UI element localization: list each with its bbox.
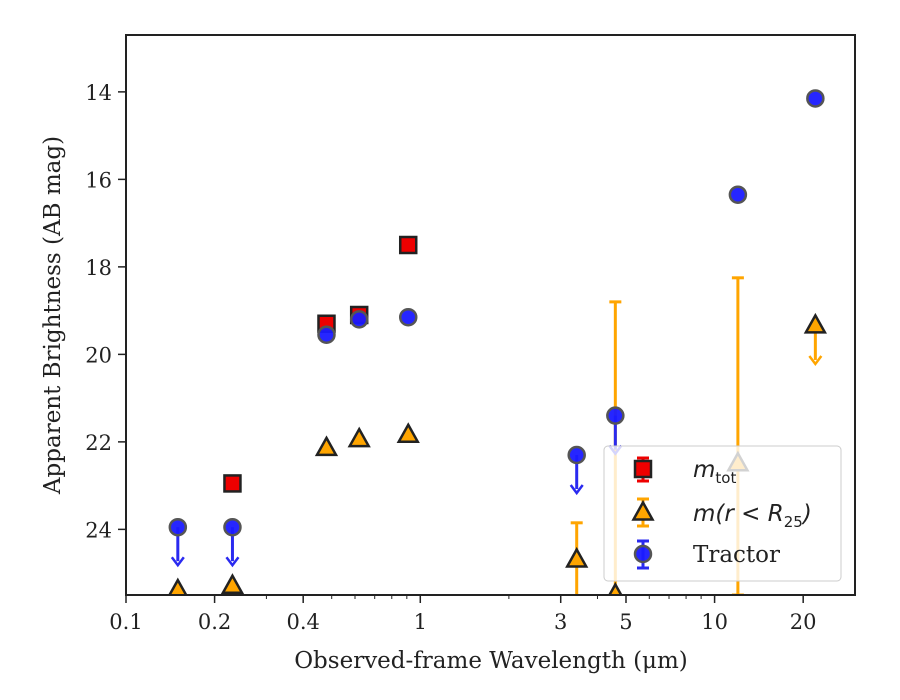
triangle-point-8: [803, 312, 827, 334]
x-tick-label-4: 3: [554, 610, 567, 634]
plot-frame: [125, 34, 856, 596]
triangle-point-2: [314, 435, 339, 457]
x-tick-label-7: 20: [790, 610, 817, 634]
y-tick-label-4: 22: [85, 431, 112, 455]
triangle-point-5: [565, 546, 589, 568]
triangle-point-1: [220, 573, 245, 594]
legend-box: [603, 445, 842, 582]
y-tick-label-5: 24: [85, 518, 112, 542]
legend-label-mtot: mtot: [693, 457, 736, 487]
square-point-3: [398, 235, 418, 255]
y-tick-label-0: 14: [85, 81, 112, 105]
x-tick-label-6: 10: [701, 610, 728, 634]
circle-point-7: [728, 185, 748, 204]
circle-point-0: [168, 517, 188, 537]
circle-point-8: [806, 89, 825, 108]
triangle-point-3: [347, 426, 371, 448]
circle-point-1: [223, 517, 242, 537]
y-tick-label-1: 16: [85, 168, 112, 192]
x-tick-label-0: 0.1: [109, 610, 142, 634]
legend-tractor-marker: [633, 544, 653, 564]
y-tick-label-3: 20: [85, 343, 112, 367]
y-tick-label-2: 18: [85, 256, 112, 280]
x-axis-label: Observed-frame Wavelength (μm): [294, 648, 688, 674]
legend-label-mr25: m(r < R25): [693, 501, 812, 531]
circle-point-4: [398, 307, 418, 327]
x-tick-label-3: 1: [414, 610, 427, 634]
triangle-point-4: [396, 422, 420, 444]
circle-point-2: [317, 325, 336, 344]
triangle-upper-limit-arrow-0: [176, 590, 180, 595]
legend-mtot-marker: [633, 459, 653, 479]
x-tick-label-1: 0.2: [198, 610, 231, 634]
circle-point-5: [567, 445, 586, 465]
legend-r25-marker: [631, 499, 655, 521]
y-axis-label: Apparent Brightness (AB mag): [40, 136, 66, 495]
circle-point-6: [606, 406, 625, 425]
triangle-point-0: [168, 577, 188, 595]
legend-label-tractor: Tractor: [693, 542, 780, 568]
circle-point-3: [349, 310, 369, 329]
square-point-0: [223, 474, 242, 493]
axes: 0.1 0.2 0.4 1 3 5 10 20 14 16 18 20 22 24: [85, 34, 856, 634]
triangle-point-6: [608, 581, 623, 595]
x-tick-label-5: 5: [619, 610, 632, 634]
legend: mtot m(r < R25) Tractor: [603, 445, 842, 582]
x-tick-label-2: 0.4: [286, 610, 319, 634]
